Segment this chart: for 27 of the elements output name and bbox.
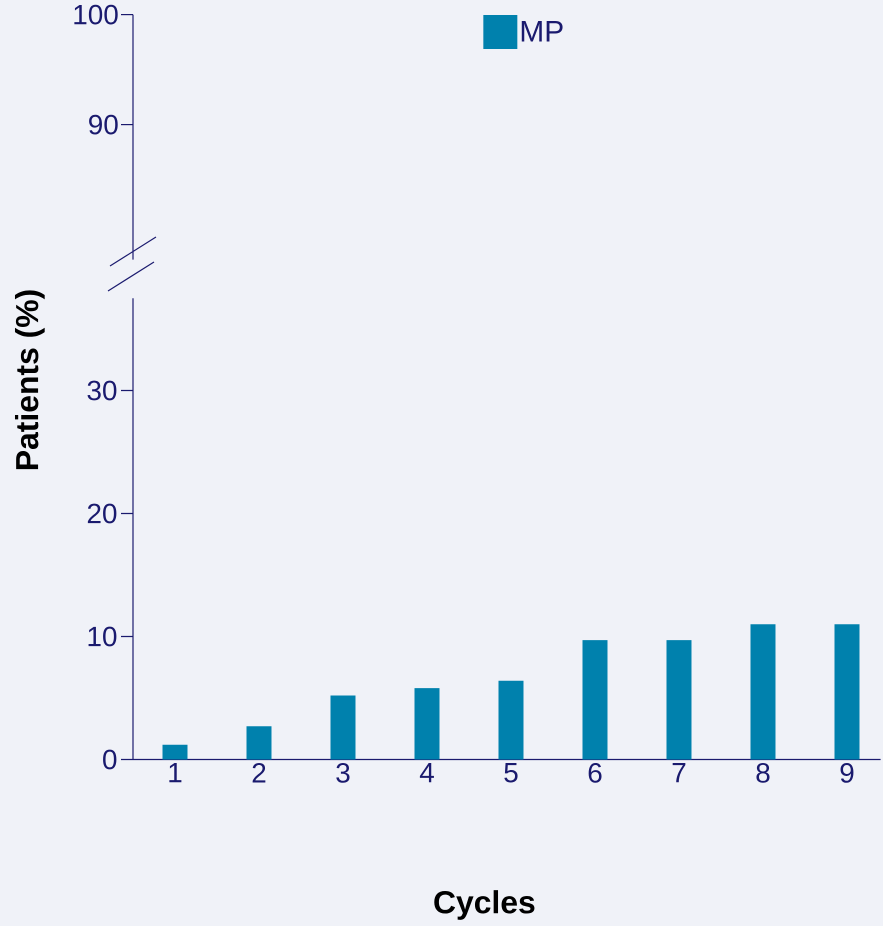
y-axis-title: Patients (%) — [14, 290, 45, 470]
text: 100 — [74, 4, 118, 24]
y-tick-label: 20 — [88, 504, 116, 524]
bar — [666, 640, 692, 760]
bar — [162, 744, 188, 760]
x-tick-label: 2 — [252, 763, 266, 782]
legend-label: MP — [522, 20, 563, 42]
bar — [582, 640, 608, 760]
x-tick-label: 1 — [169, 763, 182, 782]
bar — [834, 624, 860, 760]
x-tick-label: 8 — [756, 763, 770, 783]
y-tick-label: 0 — [103, 750, 116, 770]
bar — [330, 696, 356, 760]
x-tick-label: 4 — [420, 763, 434, 782]
bar — [246, 726, 272, 760]
y-tick-label: 30 — [88, 380, 116, 400]
x-tick-label: 6 — [588, 763, 602, 783]
x-tick-label: 3 — [336, 763, 350, 783]
bar — [414, 688, 440, 760]
x-axis-title: Cycles — [434, 890, 534, 920]
x-tick-label: 7 — [672, 763, 686, 782]
x-tick-label: 9 — [840, 763, 854, 783]
y-tick-label: 10 — [88, 626, 116, 646]
x-tick-label: 5 — [504, 763, 518, 782]
bar — [498, 680, 524, 760]
bar — [750, 624, 776, 760]
text: 90 — [89, 114, 118, 134]
